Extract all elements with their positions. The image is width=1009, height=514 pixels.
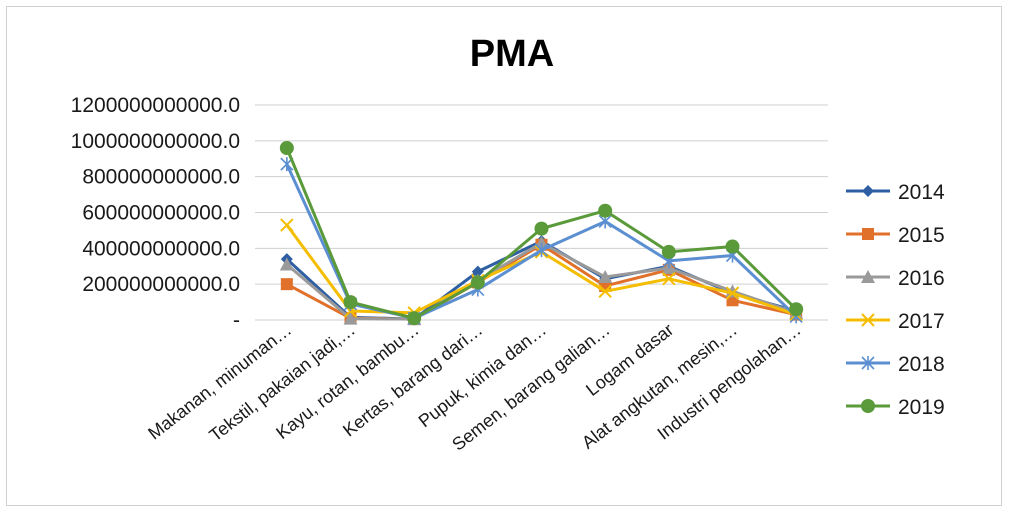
- chart-frame: [6, 6, 1002, 506]
- legend-item-2016: 2016: [846, 267, 945, 290]
- data-point: [343, 295, 358, 310]
- y-axis-ticks: - 200000000000.0 400000000000.0 60000000000…: [71, 94, 240, 332]
- y-tick-label: 200000000000.0: [82, 273, 240, 296]
- y-tick-label: 1000000000000.0: [71, 130, 240, 153]
- data-point: [662, 272, 676, 286]
- legend-marker: [862, 228, 874, 240]
- data-point: [661, 244, 676, 259]
- legend-item-2018: 2018: [846, 353, 945, 376]
- y-tick-label: 400000000000.0: [82, 237, 240, 260]
- data-point: [407, 311, 422, 326]
- data-point: [279, 141, 294, 155]
- y-tick-label: -: [233, 309, 240, 332]
- legend-marker: [862, 185, 874, 197]
- data-point: [725, 286, 740, 300]
- data-point: [598, 284, 612, 299]
- data-point: [471, 265, 484, 278]
- data-point: [280, 278, 293, 291]
- data-point: [279, 257, 294, 271]
- data-point: [343, 311, 358, 325]
- legend-item-2015: 2015: [846, 224, 945, 247]
- legend-item-2017: 2017: [846, 310, 945, 333]
- data-point: [598, 203, 613, 218]
- legend-label: 2016: [898, 267, 945, 290]
- series-2019: [279, 141, 804, 326]
- y-tick-label: 800000000000.0: [82, 166, 240, 189]
- legend-item-2014: 2014: [846, 181, 945, 204]
- legend-marker: [861, 356, 875, 370]
- data-point: [598, 270, 613, 283]
- data-point: [534, 221, 549, 236]
- data-point: [470, 275, 485, 290]
- legend-label: 2018: [898, 353, 945, 376]
- legend-marker: [861, 270, 875, 283]
- data-point: [534, 243, 549, 258]
- legend-marker: [861, 399, 875, 413]
- legend: 2014 2015 2016 2017 2018 2019: [846, 181, 945, 419]
- y-tick-label: 1200000000000.0: [71, 94, 240, 117]
- y-tick-label: 600000000000.0: [82, 202, 240, 225]
- legend-label: 2019: [898, 396, 945, 419]
- gridlines: [255, 104, 828, 321]
- data-point: [789, 302, 804, 317]
- legend-marker: [861, 313, 875, 327]
- legend-label: 2014: [898, 181, 945, 204]
- data-point: [725, 239, 740, 254]
- legend-label: 2015: [898, 224, 945, 247]
- data-point: [280, 218, 294, 232]
- chart-title: PMA: [470, 33, 554, 75]
- x-axis-ticks: Makanan, minuman…Tekstil, pakaian jadi,……: [144, 319, 804, 454]
- legend-item-2019: 2019: [846, 396, 945, 419]
- series-lines: [279, 141, 804, 326]
- legend-label: 2017: [898, 310, 945, 333]
